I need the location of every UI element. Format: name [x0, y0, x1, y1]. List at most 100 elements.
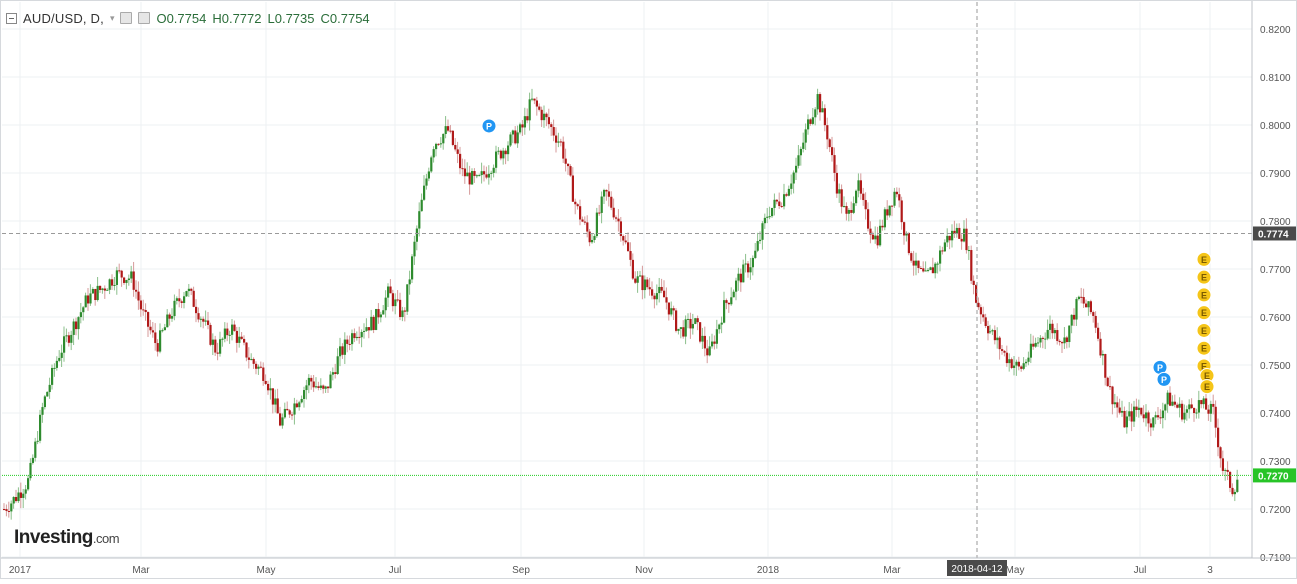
- candle: [543, 105, 546, 128]
- candle: [370, 309, 373, 331]
- candle-body: [185, 291, 188, 297]
- last-price-badge: [1253, 468, 1297, 483]
- candle: [15, 489, 18, 503]
- marker-e-icon[interactable]: E: [1199, 379, 1215, 395]
- candle: [1109, 375, 1112, 390]
- candle-body: [319, 385, 322, 388]
- candle-body: [295, 403, 298, 408]
- close-icon[interactable]: [138, 12, 151, 24]
- candle-body: [403, 310, 406, 312]
- marker-e-icon[interactable]: E: [1196, 340, 1212, 356]
- candle-body: [742, 264, 745, 283]
- candle: [876, 226, 879, 249]
- candle-body: [1178, 403, 1181, 408]
- marker-e-icon[interactable]: E: [1196, 287, 1212, 303]
- candle-body: [1224, 469, 1227, 471]
- candle-body: [34, 441, 37, 458]
- candle: [322, 384, 325, 394]
- candle: [403, 307, 406, 322]
- marker-e-icon[interactable]: E: [1196, 269, 1212, 285]
- candle-body: [797, 155, 800, 166]
- candle: [912, 250, 915, 276]
- candle-body: [1173, 401, 1176, 405]
- candle: [22, 488, 25, 509]
- candle-body: [1217, 427, 1220, 448]
- settings-icon[interactable]: [120, 12, 133, 24]
- candle-body: [1183, 412, 1186, 420]
- candle-body: [106, 289, 109, 291]
- candle: [1231, 483, 1234, 497]
- candle: [101, 287, 104, 294]
- candle: [840, 184, 843, 214]
- candle-body: [514, 130, 517, 144]
- candle-body: [1099, 338, 1102, 356]
- candle: [178, 288, 181, 308]
- candle-body: [1051, 323, 1054, 334]
- marker-label: E: [1201, 273, 1207, 283]
- candle-body: [715, 329, 718, 344]
- candle-body: [166, 314, 169, 328]
- candle: [5, 504, 8, 517]
- candle: [228, 330, 231, 344]
- candle-body: [360, 331, 363, 338]
- candle: [790, 174, 793, 195]
- marker-p-icon[interactable]: P: [481, 118, 497, 134]
- candle: [783, 183, 786, 210]
- x-tick-label: 2018: [757, 565, 780, 576]
- candle: [1027, 351, 1030, 366]
- candle: [1190, 398, 1193, 410]
- candle-body: [312, 381, 315, 388]
- low-value: L0.7735: [267, 10, 315, 26]
- candle-body: [617, 218, 620, 222]
- candle: [540, 106, 543, 127]
- candle: [993, 325, 996, 345]
- chevron-down-icon[interactable]: ▾: [109, 12, 115, 23]
- candle: [406, 284, 409, 315]
- candle: [713, 335, 716, 350]
- candle-body: [922, 268, 925, 272]
- marker-e-icon[interactable]: E: [1196, 251, 1212, 267]
- candle: [1106, 376, 1109, 387]
- candle-body: [598, 212, 601, 214]
- candle-body: [977, 302, 980, 308]
- candle: [946, 228, 949, 248]
- candle-body: [427, 171, 430, 179]
- marker-e-icon[interactable]: E: [1196, 305, 1212, 321]
- candle-body: [826, 125, 829, 140]
- marker-e-icon[interactable]: E: [1196, 322, 1212, 338]
- candle-body: [1089, 301, 1092, 313]
- candle: [130, 265, 133, 283]
- candle-body: [77, 317, 80, 330]
- candle: [103, 285, 106, 299]
- candle: [106, 288, 109, 291]
- candle: [857, 173, 860, 198]
- collapse-icon[interactable]: [6, 12, 17, 24]
- candle: [197, 307, 200, 323]
- candle-body: [934, 263, 937, 274]
- investing-logo: Investing.com: [14, 527, 120, 549]
- candle-body: [1209, 403, 1212, 414]
- candle-body: [1063, 337, 1066, 344]
- candle-body: [1094, 315, 1097, 328]
- candle: [84, 292, 87, 308]
- candle: [627, 232, 630, 253]
- candle: [934, 262, 937, 279]
- candle-body: [1202, 398, 1205, 405]
- candle-body: [10, 503, 13, 512]
- candle: [636, 271, 639, 293]
- candle: [408, 270, 411, 295]
- candle-body: [442, 134, 445, 144]
- candle: [226, 322, 229, 342]
- candle-body: [55, 360, 58, 368]
- candle-body: [1032, 343, 1035, 347]
- marker-p-icon[interactable]: P: [1156, 371, 1172, 387]
- candle-body: [53, 367, 56, 369]
- candle-body: [821, 108, 824, 113]
- candle-body: [375, 309, 378, 330]
- candle: [1061, 340, 1064, 353]
- candle-body: [1188, 404, 1191, 410]
- candle: [663, 280, 666, 298]
